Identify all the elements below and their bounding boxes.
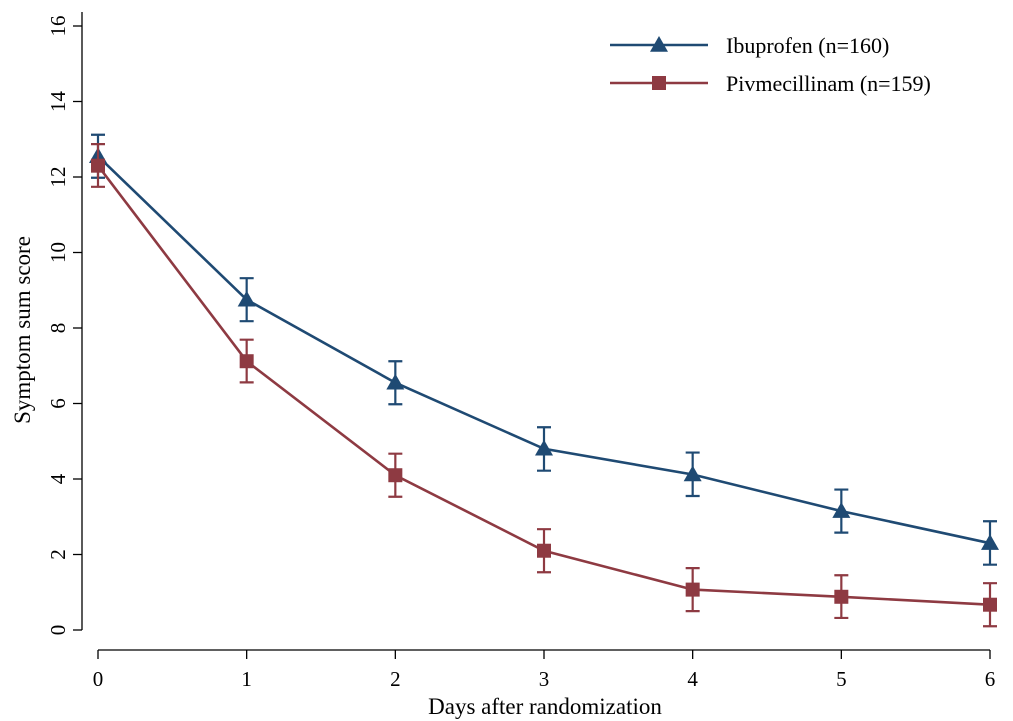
data-point	[239, 354, 254, 369]
data-point	[685, 582, 700, 597]
data-point	[386, 373, 405, 390]
data-point	[981, 534, 999, 550]
y-tick-label: 10	[46, 242, 70, 263]
data-point	[237, 290, 256, 307]
legend-marker	[652, 76, 666, 90]
x-tick-label: 0	[93, 667, 104, 691]
y-tick-label: 6	[46, 398, 70, 409]
data-point	[683, 465, 702, 482]
x-tick-label: 2	[390, 667, 401, 691]
legend-marker	[650, 36, 668, 52]
legend: Ibuprofen (n=160) Pivmecillinam (n=159)	[610, 33, 931, 96]
y-tick-label: 0	[46, 625, 70, 636]
plot-area	[89, 133, 999, 628]
y-tick-label: 2	[46, 549, 70, 560]
y-tick-label: 12	[46, 167, 70, 188]
y-tick-label: 8	[46, 323, 70, 334]
legend-label: Pivmecillinam (n=159)	[726, 71, 931, 96]
data-point	[832, 502, 851, 518]
y-tick-label: 4	[46, 473, 70, 484]
x-tick-label: 3	[539, 667, 550, 691]
y-tick-label: 14	[46, 91, 70, 113]
x-axis-title: Days after randomization	[428, 694, 662, 719]
legend-item: Pivmecillinam (n=159)	[610, 71, 931, 96]
legend-label: Ibuprofen (n=160)	[726, 33, 889, 58]
x-tick-label: 4	[687, 667, 698, 691]
legend-item: Ibuprofen (n=160)	[610, 33, 889, 58]
data-point	[834, 589, 849, 604]
x-tick-label: 1	[241, 667, 252, 691]
data-point	[537, 543, 551, 558]
y-tick-label: 16	[46, 16, 70, 37]
y-axis-title: Symptom sum score	[10, 236, 35, 424]
series-ibuprofen	[89, 133, 999, 566]
series-pivmecillinam	[91, 143, 997, 628]
x-tick-label: 6	[985, 667, 996, 691]
data-point	[91, 158, 105, 173]
series-line	[97, 155, 991, 545]
x-tick-label: 5	[836, 667, 847, 691]
data-point	[535, 439, 553, 456]
data-point	[983, 597, 997, 612]
data-point	[388, 468, 403, 483]
